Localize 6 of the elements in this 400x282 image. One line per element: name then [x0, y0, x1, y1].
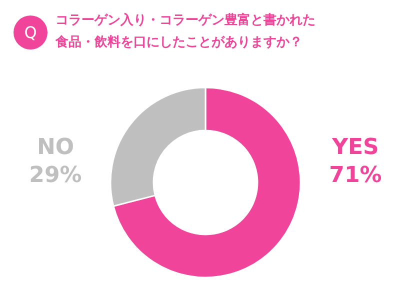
text: Q	[24, 23, 37, 42]
data-label: 29%	[29, 163, 82, 188]
slice-label: NO	[36, 135, 74, 160]
slice-label: YES	[331, 135, 379, 160]
data-label: 71%	[329, 163, 382, 188]
chart-title: コラーゲン入り・コラーゲン豊富と書かれた食品・飲料を口にしたことがありますか？	[54, 12, 316, 50]
